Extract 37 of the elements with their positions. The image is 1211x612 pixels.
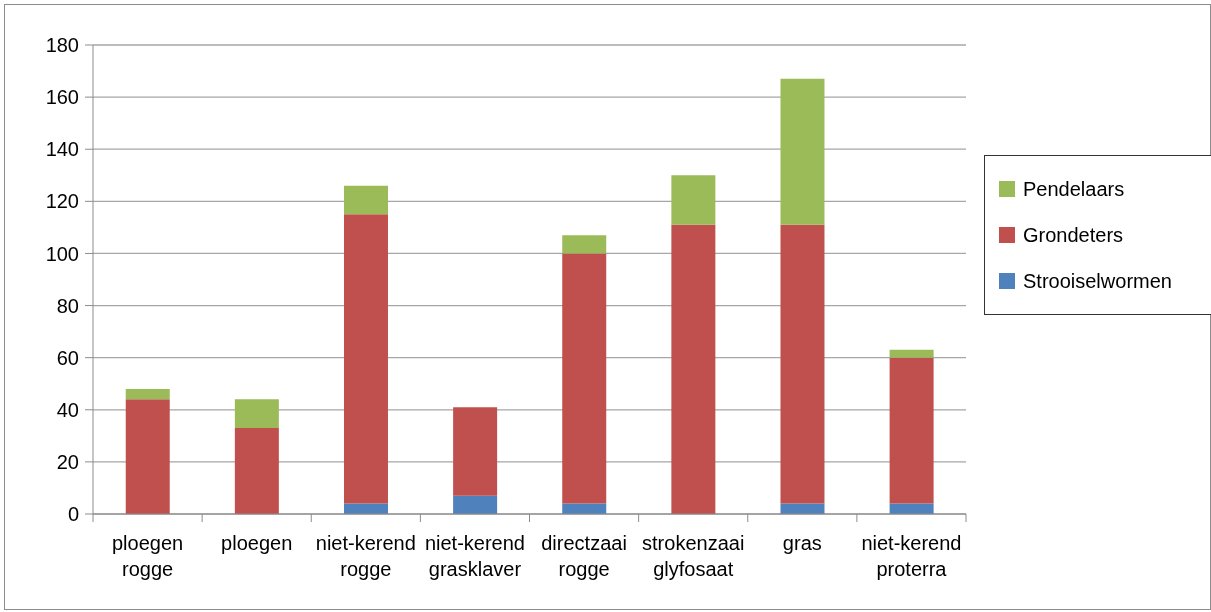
y-tick-label: 0 — [67, 503, 79, 526]
y-tick-label: 140 — [45, 138, 79, 161]
x-tick-label: strokenzaai glyfosaat — [642, 532, 745, 580]
y-tick-label: 60 — [56, 346, 79, 369]
x-tick-label: niet-kerend rogge — [315, 532, 416, 580]
y-tick-label: 80 — [56, 294, 79, 317]
bar — [125, 388, 170, 400]
bar — [780, 224, 825, 504]
y-tick-label: 40 — [56, 398, 79, 421]
legend-label: Grondeters — [1023, 223, 1124, 247]
y-tick-label: 20 — [56, 450, 79, 473]
x-tick-label: ploegen — [221, 532, 293, 554]
x-tick-label: gras — [782, 532, 822, 554]
legend-label: Pendelaars — [1023, 177, 1125, 201]
x-tick-label: niet-kerend proterra — [861, 532, 962, 580]
bar — [453, 495, 498, 514]
bar — [343, 185, 388, 215]
bar — [562, 253, 607, 504]
bar — [125, 399, 170, 514]
bar — [671, 224, 716, 514]
x-tick-label: ploegen rogge — [111, 532, 184, 580]
bar — [889, 349, 934, 358]
x-tick-label: niet-kerend grasklaver — [424, 532, 525, 580]
bar — [234, 428, 279, 514]
y-tick-label: 120 — [45, 190, 79, 213]
bar — [234, 399, 279, 429]
x-tick-label: directzaai rogge — [541, 532, 627, 580]
bar — [780, 78, 825, 225]
bar — [343, 214, 388, 504]
bar — [562, 235, 607, 254]
bar — [453, 407, 498, 496]
bar — [889, 357, 934, 504]
y-tick-label: 160 — [45, 86, 79, 109]
bar — [671, 175, 716, 225]
y-tick-label: 180 — [45, 34, 79, 57]
legend-label: Strooiselwormen — [1023, 269, 1172, 293]
y-tick-label: 100 — [45, 242, 79, 265]
